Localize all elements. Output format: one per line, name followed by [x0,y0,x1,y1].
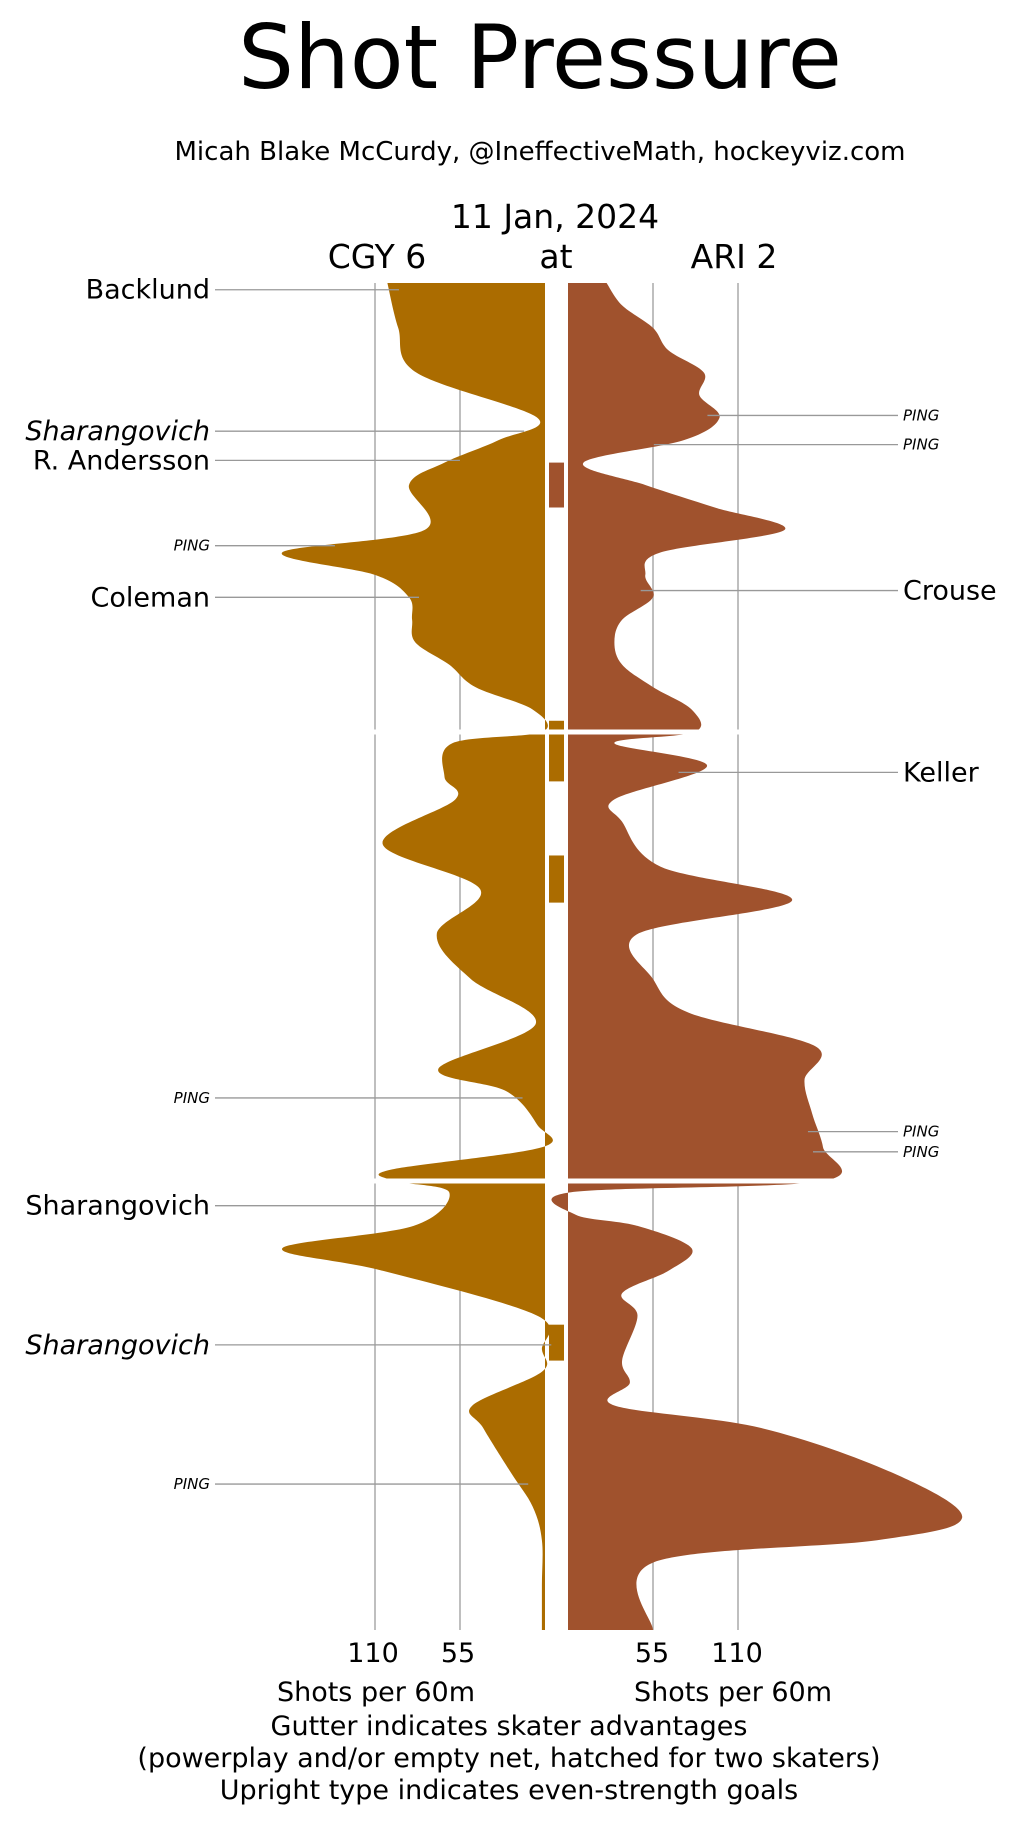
period-separator-1 [240,729,840,735]
goal-label-cgy-sharangovich: Sharangovich [25,1191,210,1222]
footnote-upright-type: Upright type indicates even-strength goa… [220,1775,798,1806]
gutter-separator-2 [547,1178,566,1184]
x-axis-label-left: Shots per 60m [277,1677,475,1708]
goal-label-cgy-ping: PING [174,1475,210,1493]
at-label: at [539,237,572,276]
period-separator-2 [240,1178,840,1184]
goal-label-cgy-backlund: Backlund [86,275,210,306]
goal-label-ari-keller: Keller [903,757,980,788]
home-team-label: CGY 6 [328,237,427,276]
footnote-gutter: Gutter indicates skater advantages [271,1711,748,1742]
goal-label-cgy-ping: PING [174,537,210,555]
gutter-separator-1 [547,729,566,735]
footnote-powerplay: (powerplay and/or empty net, hatched for… [137,1743,880,1774]
chart-title: Shot Pressure [238,6,842,109]
gutter-bar-3 [549,1324,564,1361]
goal-label-ari-ping: PING [903,1143,939,1161]
ari-shot-area [551,283,963,1630]
game-date: 11 Jan, 2024 [451,197,659,236]
gutter-bar-2 [549,855,564,903]
period-separators [240,729,840,1184]
x-axis-label-right: Shots per 60m [634,1677,832,1708]
goal-label-cgy-sharangovich: Sharangovich [25,1330,210,1361]
x-tick-right-110: 110 [711,1638,763,1669]
x-tick-left-110: 110 [347,1638,399,1669]
goal-label-ari-ping: PING [903,436,939,454]
shot-areas [281,283,963,1630]
goal-label-cgy-ping: PING [174,1089,210,1107]
goal-label-ari-crouse: Crouse [903,576,997,607]
goal-label-cgy-sharangovich: Sharangovich [25,416,210,447]
x-tick-left-55: 55 [441,1638,475,1669]
gutter-bar-1 [549,720,564,782]
goal-label-ari-ping: PING [903,1123,939,1141]
away-team-label: ARI 2 [691,237,778,276]
gutter-bar-0 [549,462,564,508]
chart-subtitle: Micah Blake McCurdy, @IneffectiveMath, h… [175,137,906,167]
goal-label-cgy-coleman: Coleman [91,582,210,613]
x-tick-right-55: 55 [635,1638,669,1669]
goal-label-ari-ping: PING [903,406,939,424]
cgy-shot-area [281,283,553,1630]
goal-label-cgy-r-andersson: R. Andersson [33,445,210,476]
gutter-bars [547,462,566,1361]
